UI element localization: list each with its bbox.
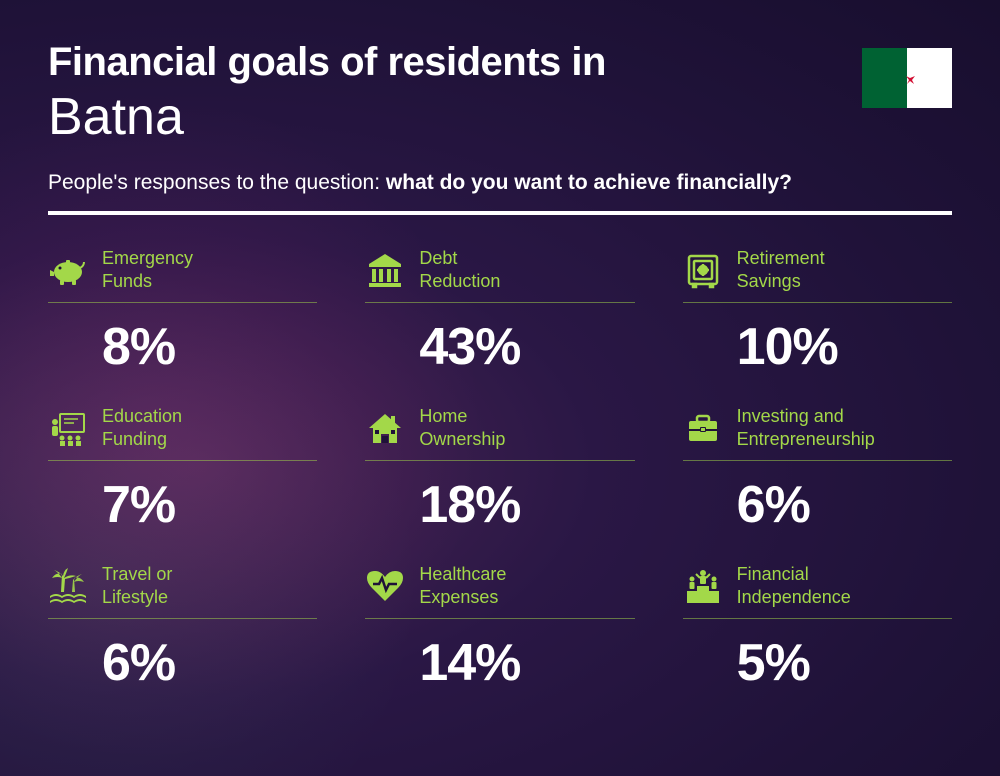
stat-label: FinancialIndependence bbox=[737, 563, 851, 608]
stat-value: 6% bbox=[683, 475, 952, 535]
subtitle-prefix: People's responses to the question: bbox=[48, 171, 386, 194]
stats-grid: EmergencyFunds 8% DebtReduction 43% Retireme… bbox=[48, 247, 952, 693]
stat-value: 10% bbox=[683, 317, 952, 377]
stat-value: 6% bbox=[48, 633, 317, 693]
stat-header: HomeOwnership bbox=[365, 405, 634, 461]
stat-value: 18% bbox=[365, 475, 634, 535]
education-icon bbox=[48, 408, 88, 448]
stat-header: DebtReduction bbox=[365, 247, 634, 303]
stat-label: RetirementSavings bbox=[737, 247, 825, 292]
stat-header: EmergencyFunds bbox=[48, 247, 317, 303]
stat-item: Investing andEntrepreneurship 6% bbox=[683, 405, 952, 535]
stat-header: RetirementSavings bbox=[683, 247, 952, 303]
heart-pulse-icon bbox=[365, 566, 405, 606]
stat-label: Travel orLifestyle bbox=[102, 563, 172, 608]
house-icon bbox=[365, 408, 405, 448]
title-line1: Financial goals of residents in bbox=[48, 40, 952, 85]
header: Financial goals of residents in Batna bbox=[48, 40, 952, 147]
stat-label: EmergencyFunds bbox=[102, 247, 193, 292]
stat-item: HealthcareExpenses 14% bbox=[365, 563, 634, 693]
stat-value: 8% bbox=[48, 317, 317, 377]
stat-header: Travel orLifestyle bbox=[48, 563, 317, 619]
stat-header: EducationFunding bbox=[48, 405, 317, 461]
stat-header: Investing andEntrepreneurship bbox=[683, 405, 952, 461]
safe-icon bbox=[683, 250, 723, 290]
stat-value: 14% bbox=[365, 633, 634, 693]
stat-item: Travel orLifestyle 6% bbox=[48, 563, 317, 693]
title-line2: Batna bbox=[48, 87, 952, 147]
podium-icon bbox=[683, 566, 723, 606]
stat-value: 7% bbox=[48, 475, 317, 535]
bank-icon bbox=[365, 250, 405, 290]
divider bbox=[48, 211, 952, 215]
stat-header: HealthcareExpenses bbox=[365, 563, 634, 619]
subtitle: People's responses to the question: what… bbox=[48, 171, 952, 195]
stat-header: FinancialIndependence bbox=[683, 563, 952, 619]
stat-label: EducationFunding bbox=[102, 405, 182, 450]
stat-item: EmergencyFunds 8% bbox=[48, 247, 317, 377]
stat-label: DebtReduction bbox=[419, 247, 500, 292]
stat-value: 5% bbox=[683, 633, 952, 693]
stat-label: HomeOwnership bbox=[419, 405, 505, 450]
stat-item: DebtReduction 43% bbox=[365, 247, 634, 377]
stat-item: RetirementSavings 10% bbox=[683, 247, 952, 377]
stat-label: Investing andEntrepreneurship bbox=[737, 405, 875, 450]
stat-item: EducationFunding 7% bbox=[48, 405, 317, 535]
flag-algeria bbox=[862, 48, 952, 108]
stat-item: FinancialIndependence 5% bbox=[683, 563, 952, 693]
subtitle-bold: what do you want to achieve financially? bbox=[386, 171, 792, 194]
stat-value: 43% bbox=[365, 317, 634, 377]
stat-item: HomeOwnership 18% bbox=[365, 405, 634, 535]
palm-icon bbox=[48, 566, 88, 606]
stat-label: HealthcareExpenses bbox=[419, 563, 506, 608]
briefcase-icon bbox=[683, 408, 723, 448]
flag-emblem-icon bbox=[893, 64, 921, 92]
piggy-bank-icon bbox=[48, 250, 88, 290]
